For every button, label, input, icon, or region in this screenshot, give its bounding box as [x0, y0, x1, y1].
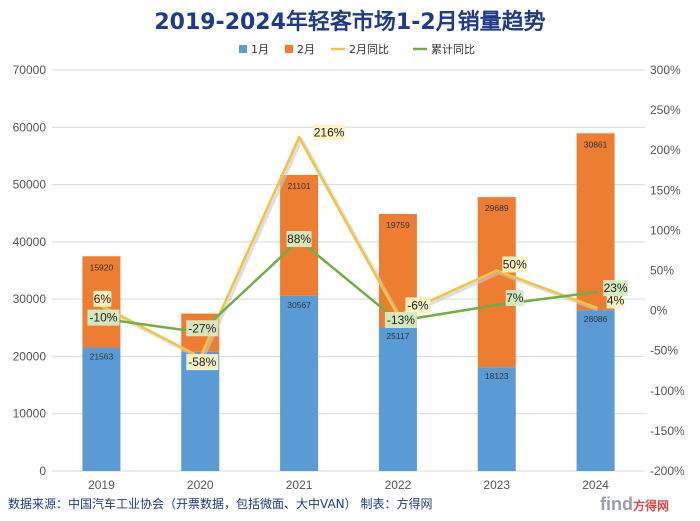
- label-cumulative-yoy: -13%: [387, 313, 415, 327]
- bar-jan-label: 25117: [386, 331, 409, 341]
- x-tick-label: 2024: [582, 478, 609, 492]
- label-cumulative-yoy-bg: [603, 280, 629, 297]
- y-right-tick-label: 200%: [650, 143, 681, 157]
- chart-title: 2019-2024年轻客市场1-2月销量趋势: [154, 9, 545, 35]
- point-feb-yoy: [495, 269, 499, 272]
- legend-label: 2月: [297, 43, 315, 56]
- y-right-tick-label: -100%: [650, 384, 685, 398]
- label-feb-yoy: -6%: [407, 298, 429, 312]
- label-feb-yoy: -58%: [188, 355, 216, 369]
- y-left-tick-label: 70000: [13, 63, 47, 77]
- line-feb-yoy: [100, 136, 597, 359]
- watermark-brand: find: [600, 494, 633, 514]
- label-cumulative-yoy: 7%: [506, 291, 524, 305]
- y-right-tick-label: -50%: [650, 344, 678, 358]
- x-tick-label: 2021: [286, 478, 313, 492]
- y-right-tick-label: 250%: [650, 103, 681, 117]
- line-data-labels: 6% -58% 216% -6% 50% 4% -10% -27% 88% -13% 7% 23%: [87, 124, 629, 371]
- x-tick-label: 2022: [385, 478, 412, 492]
- y-right-tick-label: 300%: [650, 63, 681, 77]
- label-cumulative-yoy: -27%: [188, 321, 216, 335]
- x-axis: 2019 2020 2021 2022 2023 2024: [88, 478, 609, 492]
- bar-feb-label: 19759: [386, 220, 410, 230]
- y-right-tick-label: -200%: [650, 464, 685, 478]
- label-feb-yoy-bg: [502, 256, 528, 273]
- bar-feb-label: 29689: [485, 203, 509, 213]
- x-tick-label: 2020: [187, 478, 214, 492]
- y-axis-left: 0 10000 20000 30000 40000 50000 60000 70000: [13, 63, 47, 478]
- y-right-tick-label: 150%: [650, 183, 681, 197]
- label-cumulative-yoy-bg: [286, 231, 312, 248]
- y-right-tick-label: 50%: [650, 264, 674, 278]
- x-tick-label: 2019: [88, 478, 115, 492]
- bar-jan-label: 18123: [485, 371, 509, 381]
- legend-swatch: [239, 45, 247, 53]
- legend-label: 累计同比: [431, 43, 475, 56]
- bar-jan-label: 21563: [90, 351, 114, 361]
- watermark-cn: 方得网: [633, 499, 670, 513]
- bar-jan: [576, 310, 615, 471]
- bar-jan: [378, 327, 417, 471]
- legend-swatch: [285, 45, 293, 53]
- label-cumulative-yoy: 88%: [287, 232, 311, 246]
- y-right-tick-label: -150%: [650, 424, 685, 438]
- y-axis-right: -200% -150% -100% -50% 0% 50% 100% 150% 200% 250%…: [650, 63, 685, 478]
- label-feb-yoy-bg: [93, 290, 112, 307]
- y-left-tick-label: 10000: [13, 407, 47, 421]
- bar-jan-label: 30567: [287, 300, 311, 310]
- y-left-tick-label: 40000: [13, 235, 47, 249]
- label-feb-yoy: 50%: [503, 258, 527, 272]
- label-feb-yoy-bg: [606, 292, 625, 309]
- bar-feb-label: 30861: [584, 139, 608, 149]
- grid-lines: [52, 69, 645, 472]
- y-left-tick-label: 50000: [13, 178, 47, 192]
- label-cumulative-yoy-bg: [87, 309, 120, 326]
- point-cumulative-yoy: [495, 303, 499, 307]
- line-shadow: [102, 137, 599, 362]
- label-cumulative-yoy-bg: [384, 312, 417, 329]
- bar-jan-label: 28086: [584, 314, 608, 324]
- label-feb-yoy-bg: [405, 297, 431, 314]
- y-left-tick-label: 0: [39, 464, 46, 478]
- legend-label: 2月同比: [349, 43, 389, 56]
- watermark-logo: find方得网: [600, 494, 669, 515]
- x-tick-label: 2023: [483, 478, 510, 492]
- bar-feb-label: 21101: [288, 181, 311, 191]
- line-series: [99, 135, 599, 362]
- point-cumulative-yoy: [594, 290, 598, 294]
- label-cumulative-yoy: -10%: [89, 311, 117, 325]
- bar-jan: [181, 351, 220, 471]
- label-feb-yoy-bg: [186, 354, 219, 371]
- bar-series: 2156315920207946680305672110125117197591…: [82, 133, 615, 471]
- point-feb-yoy: [594, 305, 598, 309]
- label-feb-yoy: 4%: [607, 293, 625, 307]
- legend: 1月 2月 2月同比 累计同比: [239, 43, 475, 56]
- bar-jan: [82, 347, 121, 471]
- y-right-tick-label: 0%: [650, 304, 668, 318]
- bar-feb: [477, 197, 516, 368]
- label-cumulative-yoy: 23%: [604, 281, 628, 295]
- bar-jan: [477, 367, 516, 471]
- label-feb-yoy: 216%: [314, 125, 345, 139]
- label-feb-yoy-bg: [313, 124, 346, 141]
- y-left-tick-label: 20000: [13, 349, 47, 363]
- point-feb-yoy: [297, 135, 301, 139]
- bar-jan: [280, 295, 319, 471]
- y-left-tick-label: 60000: [13, 120, 47, 134]
- line-cumulative-yoy: [101, 238, 596, 334]
- data-source-note: 数据来源：中国汽车工业协会（开票数据，包括微面、大中VAN） 制表：方得网: [8, 497, 433, 511]
- label-cumulative-yoy-bg: [186, 320, 219, 337]
- y-left-tick-label: 30000: [13, 292, 47, 306]
- legend-label: 1月: [251, 43, 269, 56]
- label-cumulative-yoy-bg: [505, 289, 524, 306]
- y-right-tick-label: 100%: [650, 223, 681, 237]
- label-feb-yoy: 6%: [94, 292, 112, 306]
- bar-feb-label: 15920: [90, 262, 114, 272]
